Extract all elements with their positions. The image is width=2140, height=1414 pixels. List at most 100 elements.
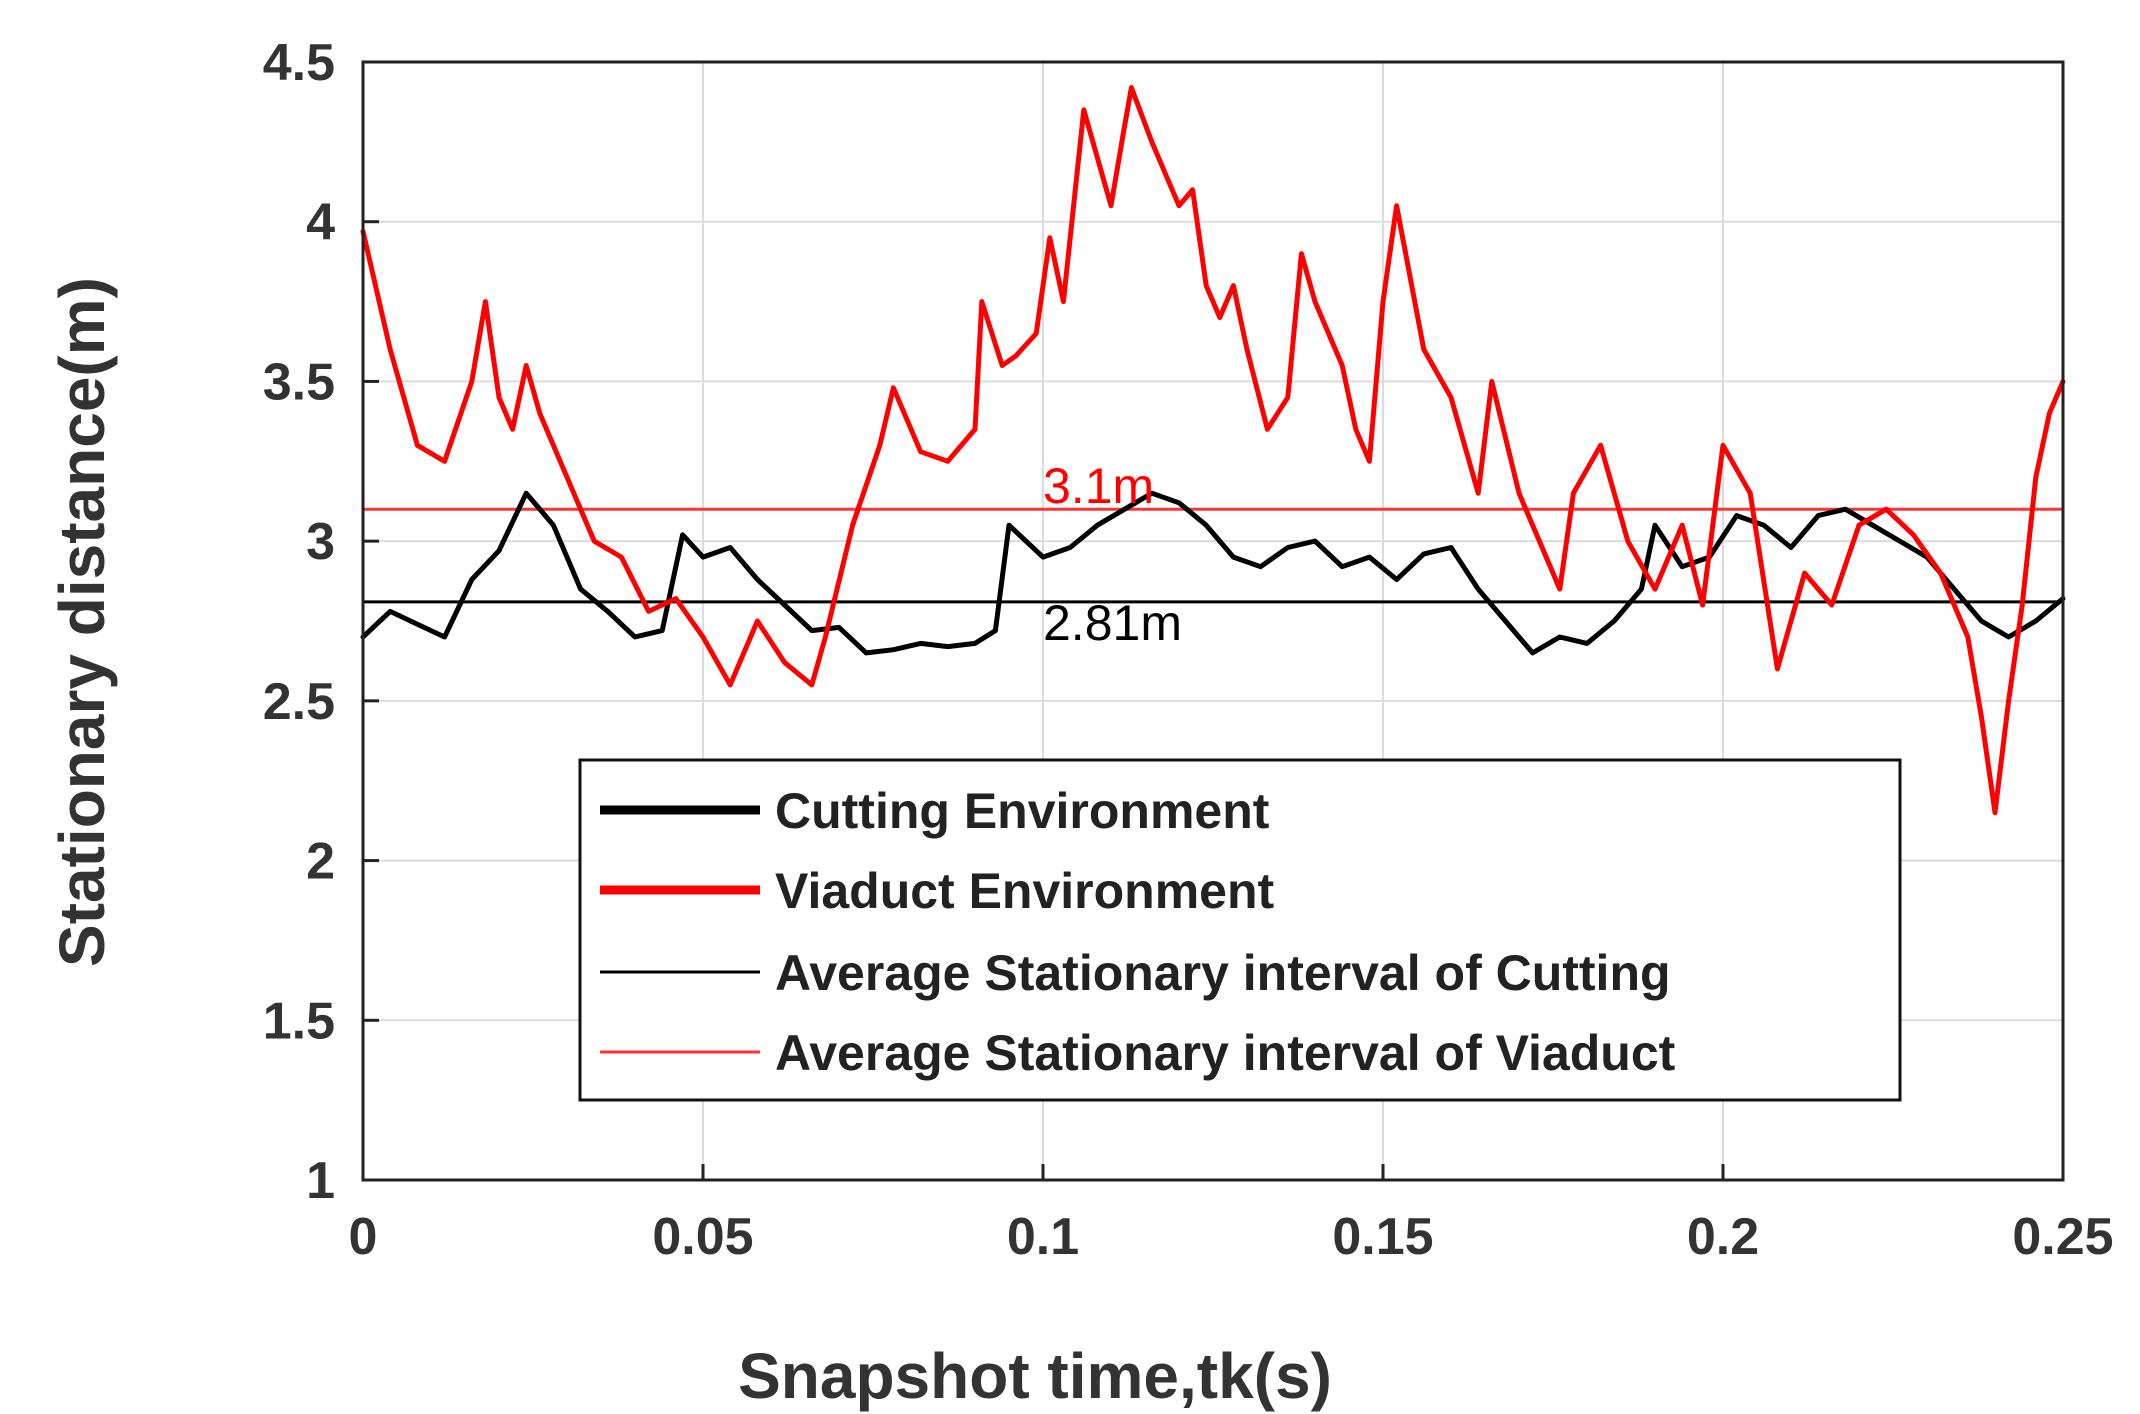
y-tick-label: 1 <box>306 1152 335 1210</box>
data-point <box>1177 501 1181 505</box>
data-point <box>1082 108 1086 112</box>
data-point <box>1952 587 1956 591</box>
data-point <box>443 459 447 463</box>
data-point <box>1476 587 1480 591</box>
data-point <box>1034 332 1038 336</box>
x-tick-label: 0.25 <box>2012 1208 2113 1266</box>
data-point <box>993 629 997 633</box>
data-point <box>1911 533 1915 537</box>
data-point <box>1095 156 1099 160</box>
data-point <box>1653 587 1657 591</box>
data-point <box>1979 715 1983 719</box>
data-point <box>470 577 474 581</box>
data-point <box>864 651 868 655</box>
y-axis-title: Stationary distance(m) <box>46 277 118 967</box>
x-tick-label: 0 <box>349 1208 378 1266</box>
data-point <box>470 379 474 383</box>
data-point <box>1313 539 1317 543</box>
data-point <box>592 539 596 543</box>
annotation-viaduct-average: 3.1m <box>1043 458 1154 514</box>
data-point <box>1993 811 1997 815</box>
y-tick-label: 4.5 <box>263 34 335 92</box>
data-point <box>1231 284 1235 288</box>
x-tick-label: 0.2 <box>1687 1208 1759 1266</box>
data-point <box>1857 523 1861 527</box>
data-point <box>606 609 610 613</box>
data-point <box>1041 555 1045 559</box>
data-point <box>973 427 977 431</box>
data-point <box>1286 395 1290 399</box>
data-point <box>783 603 787 607</box>
data-point <box>2007 699 2011 703</box>
data-point <box>1558 587 1562 591</box>
data-point <box>1612 619 1616 623</box>
data-point <box>1789 546 1793 550</box>
data-point <box>1286 546 1290 550</box>
legend: Cutting Environment Viaduct Environment … <box>578 758 1902 1102</box>
data-point <box>1000 363 1004 367</box>
data-point <box>1177 204 1181 208</box>
data-point <box>946 645 950 649</box>
data-point <box>810 683 814 687</box>
data-point <box>633 635 637 639</box>
plot-frame <box>361 60 2065 1182</box>
data-point <box>1265 427 1269 431</box>
data-point <box>891 386 895 390</box>
x-tick-label: 0.1 <box>1007 1208 1079 1266</box>
data-point <box>1884 507 1888 511</box>
data-point <box>946 459 950 463</box>
data-point <box>1204 523 1208 527</box>
data-point <box>1544 555 1548 559</box>
data-point <box>524 491 528 495</box>
data-point <box>1639 587 1643 591</box>
annotation-cutting-average: 2.81m <box>1043 595 1182 651</box>
legend-label-viaduct-average: Average Stationary interval of Viaduct <box>775 1025 1676 1081</box>
legend-label-cutting: Cutting Environment <box>775 783 1270 839</box>
data-point <box>1830 603 1834 607</box>
data-point <box>415 443 419 447</box>
data-point <box>823 635 827 639</box>
data-point <box>851 523 855 527</box>
data-point <box>1898 539 1902 543</box>
data-point <box>1367 555 1371 559</box>
data-point <box>755 619 759 623</box>
data-point <box>647 609 651 613</box>
data-point <box>1340 565 1344 569</box>
data-point <box>783 661 787 665</box>
data-point <box>1422 552 1426 556</box>
series-line-cutting-environment <box>360 490 2066 656</box>
x-tick-label: 0.05 <box>652 1208 753 1266</box>
data-point <box>1245 347 1249 351</box>
data-point <box>1123 124 1127 128</box>
data-point <box>1585 641 1589 645</box>
data-point <box>1762 523 1766 527</box>
data-point <box>1422 347 1426 351</box>
legend-label-viaduct: Viaduct Environment <box>775 863 1275 919</box>
data-point <box>1748 491 1752 495</box>
data-point <box>497 395 501 399</box>
data-point <box>674 597 678 601</box>
x-tick-label: 0.15 <box>1332 1208 1433 1266</box>
data-point <box>1653 523 1657 527</box>
data-point <box>919 641 923 645</box>
data-point <box>1367 459 1371 463</box>
y-tick-label: 4 <box>306 194 335 252</box>
data-point <box>511 427 515 431</box>
data-point <box>1129 86 1133 90</box>
data-point <box>1150 491 1154 495</box>
data-point <box>1163 172 1167 176</box>
data-point <box>1503 619 1507 623</box>
data-point <box>837 625 841 629</box>
data-point <box>755 577 759 581</box>
data-point <box>538 411 542 415</box>
y-tick-label: 3 <box>306 513 335 571</box>
data-point <box>728 683 732 687</box>
data-point <box>1775 667 1779 671</box>
data-point <box>1979 619 1983 623</box>
data-point <box>660 629 664 633</box>
data-point <box>878 443 882 447</box>
data-point <box>701 635 705 639</box>
data-point <box>1061 300 1065 304</box>
data-point <box>1231 555 1235 559</box>
data-point <box>1095 523 1099 527</box>
